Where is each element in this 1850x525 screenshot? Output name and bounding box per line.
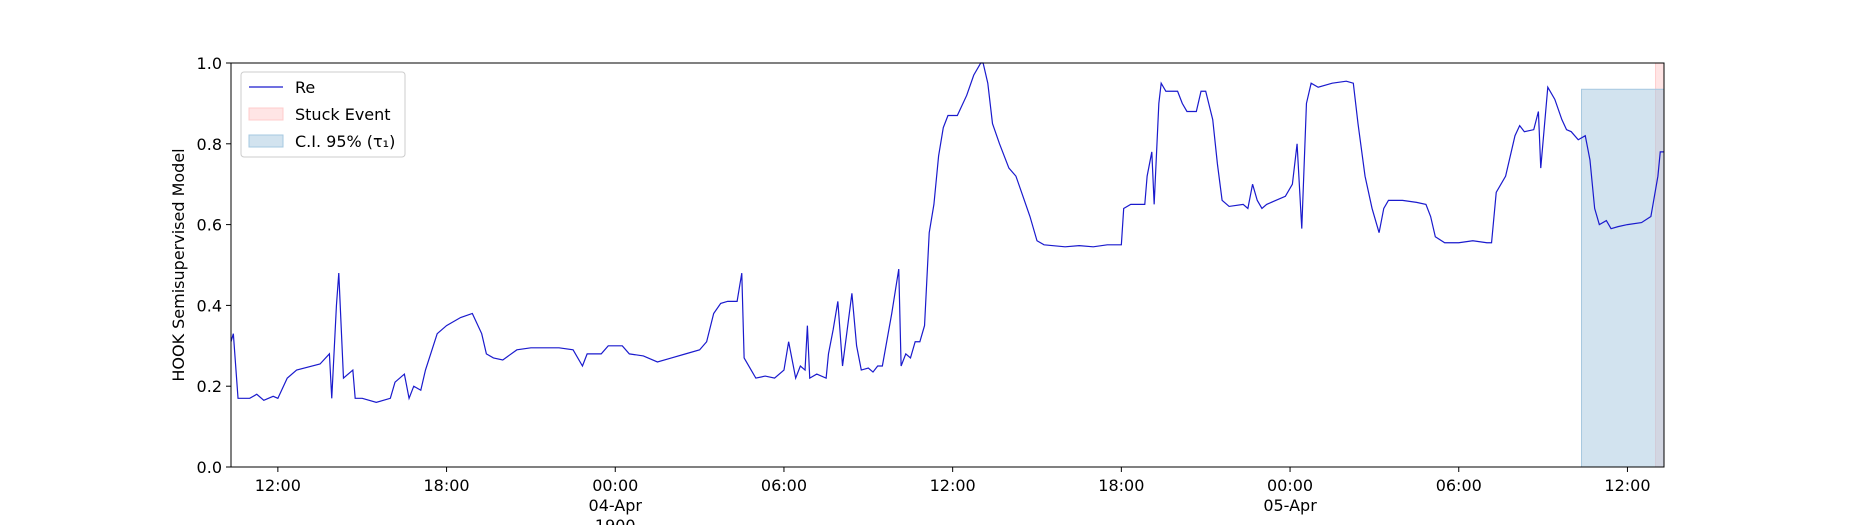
x-tick-label: 12:00: [1604, 476, 1650, 495]
x-tick-label: 18:00: [424, 476, 470, 495]
y-tick-label: 0.4: [197, 296, 222, 315]
y-tick-label: 1.0: [197, 54, 222, 73]
x-tick-label: 18:00: [1098, 476, 1144, 495]
data-line: [230, 62, 1664, 403]
x-tick-label: 00:00 05-Apr: [1263, 476, 1317, 515]
legend-patch: [248, 107, 284, 121]
legend-label: C.I. 95% (τ₁): [295, 132, 395, 151]
x-tick-label: 06:00: [761, 476, 807, 495]
plot-frame: [230, 62, 1665, 468]
y-tick-label: 0.0: [197, 458, 222, 477]
y-tick-label: 0.6: [197, 216, 222, 235]
legend-patch: [248, 134, 284, 148]
x-tick-label: 06:00: [1436, 476, 1482, 495]
span-region: [1581, 88, 1665, 468]
y-tick-label: 0.2: [197, 377, 222, 396]
y-tick-label: 0.8: [197, 135, 222, 154]
x-tick-label: 12:00: [930, 476, 976, 495]
x-tick-label: 12:00: [255, 476, 301, 495]
legend-label: Stuck Event: [295, 105, 391, 124]
y-axis-label: HOOK Semisupervised Model: [169, 148, 188, 381]
legend-label: Re: [295, 78, 315, 97]
